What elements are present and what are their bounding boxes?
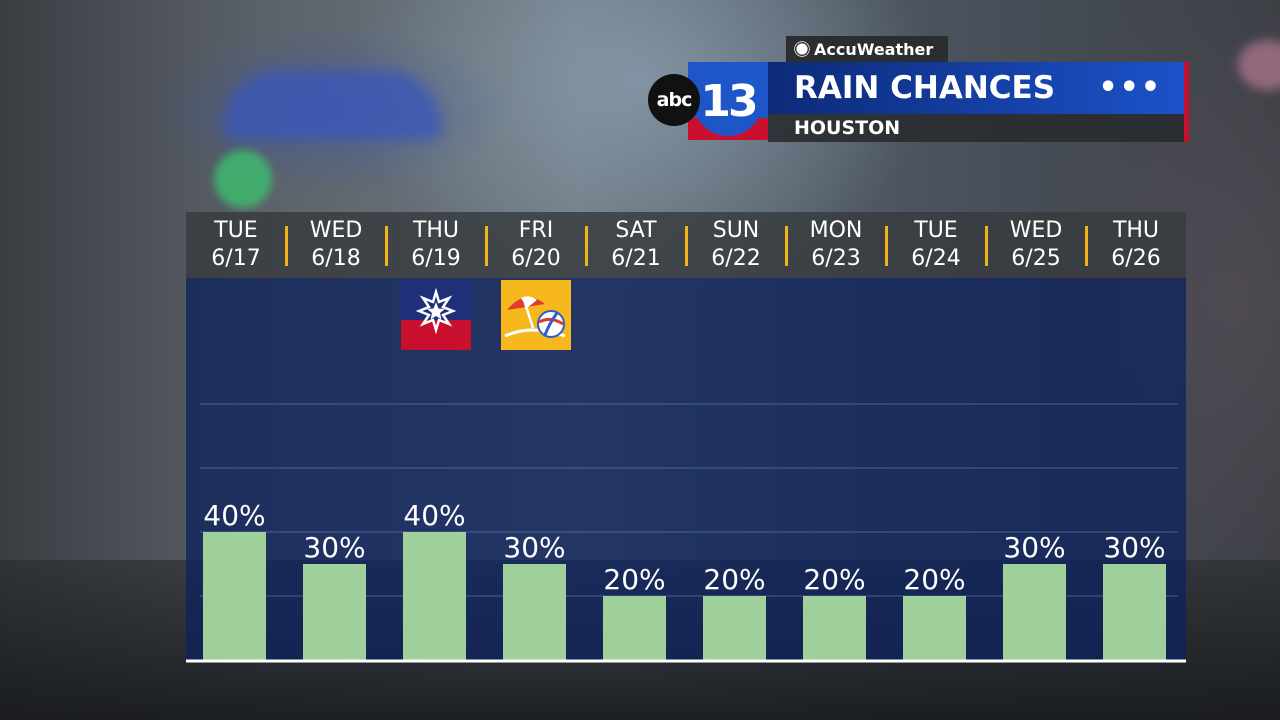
juneteenth-flag-icon [401,280,471,350]
day-date: 6/18 [311,246,361,271]
day-separator [785,226,788,266]
day-of-week: MON [809,218,863,243]
day-of-week: SAT [615,218,657,243]
bar-value-label: 20% [603,563,665,596]
bar [1003,564,1066,660]
day-label: TUE 6/17 [186,212,286,278]
day-label: SUN 6/22 [686,212,786,278]
bar-value-label: 30% [1103,531,1165,564]
bar [203,532,266,660]
day-separator [585,226,588,266]
channel-logo: 13 [688,62,768,140]
day-date: 6/24 [911,246,961,271]
accuweather-logo: AccuWeather [786,36,948,62]
day-date: 6/26 [1111,246,1161,271]
day-date: 6/25 [1011,246,1061,271]
green-light-blur [214,150,272,208]
day-date: 6/22 [711,246,761,271]
day-of-week: TUE [214,218,258,243]
bar [903,596,966,660]
bar-value-label: 40% [403,499,465,532]
day-separator [385,226,388,266]
day-of-week: THU [412,218,460,243]
location-label: HOUSTON [768,114,1184,142]
day-separator [485,226,488,266]
day-date: 6/17 [211,246,261,271]
day-label: WED 6/25 [986,212,1086,278]
abc-logo: abc [648,74,700,126]
beach-umbrella-ball-icon [501,280,571,350]
page-title: RAIN CHANCES ••• [768,62,1184,114]
bar-value-label: 20% [703,563,765,596]
day-of-week: SUN [712,218,760,243]
day-label: THU 6/26 [1086,212,1186,278]
day-of-week: WED [1009,218,1063,243]
day-of-week: WED [309,218,363,243]
day-date: 6/23 [811,246,861,271]
bar-value-label: 20% [803,563,865,596]
day-label: SAT 6/21 [586,212,686,278]
day-label: THU 6/19 [386,212,486,278]
bar-value-label: 20% [903,563,965,596]
rain-chance-chart: 40% 30% 40% 30% 20% 20% 20% 20% 30% 30% [186,403,1186,663]
bar [603,596,666,660]
pink-umbrella-blur [1238,40,1280,90]
day-date: 6/21 [611,246,661,271]
day-separator [285,226,288,266]
bar-value-label: 30% [303,531,365,564]
bar [1103,564,1166,660]
day-separator [685,226,688,266]
day-label: FRI 6/20 [486,212,586,278]
day-separator [885,226,888,266]
day-label: TUE 6/24 [886,212,986,278]
day-label: WED 6/18 [286,212,386,278]
day-separator [985,226,988,266]
day-of-week: FRI [518,218,554,243]
bar-value-label: 30% [503,531,565,564]
day-separator [1085,226,1088,266]
bar [503,564,566,660]
day-label: MON 6/23 [786,212,886,278]
day-of-week: THU [1112,218,1160,243]
day-of-week: TUE [914,218,958,243]
day-header: TUE 6/17 WED 6/18 THU 6/19 FRI 6/20 SAT 6/21 SUN 6/… [186,212,1186,278]
bar [403,532,466,660]
accent-edge [1184,62,1189,142]
day-date: 6/20 [511,246,561,271]
bar-value-label: 30% [1003,531,1065,564]
more-dots-icon: ••• [1098,70,1162,105]
bar [803,596,866,660]
bar [303,564,366,660]
day-date: 6/19 [411,246,461,271]
umbrella-blur [222,70,442,140]
sun-icon [796,43,808,55]
bar [703,596,766,660]
bar-value-label: 40% [203,499,265,532]
